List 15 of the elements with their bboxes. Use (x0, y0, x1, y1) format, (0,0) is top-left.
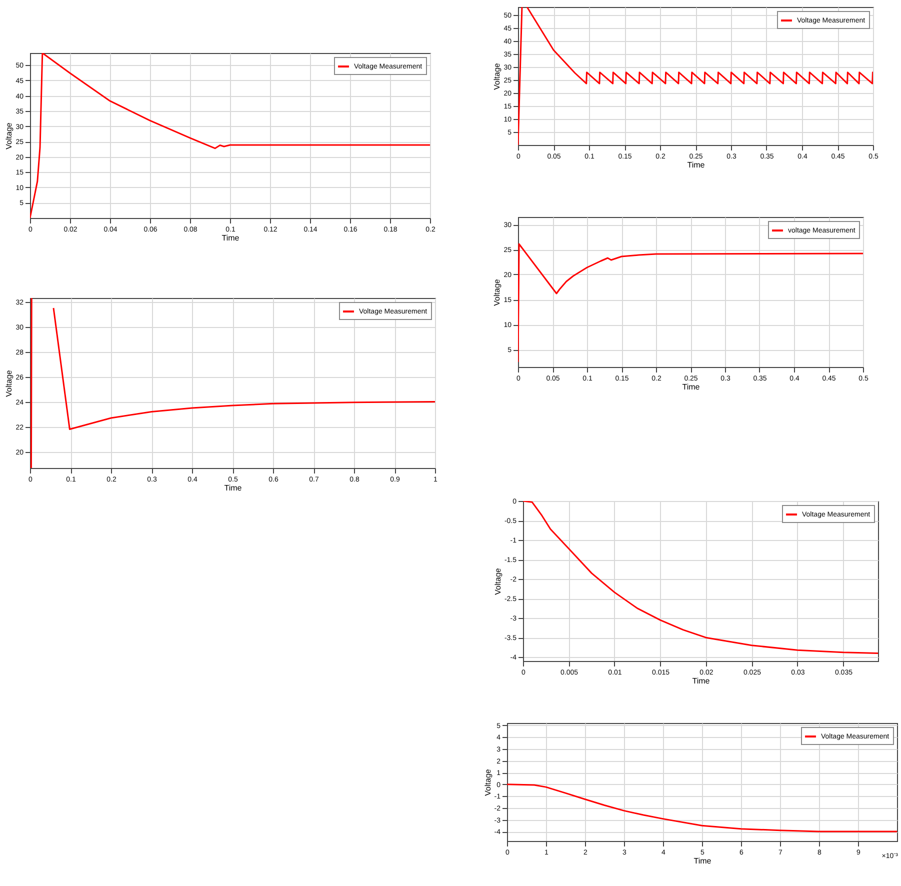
x-axis-title: Time (687, 160, 706, 170)
x-axis-title: Time (682, 382, 700, 392)
y-axis-title: Voltage (492, 62, 502, 90)
line-series (518, 243, 863, 363)
y-axis-title: Voltage (4, 370, 14, 397)
x-axis-title: Time (694, 856, 712, 866)
y-axis-title: Voltage (493, 568, 502, 595)
line-series (523, 501, 878, 654)
y-axis-title: Voltage (4, 122, 14, 150)
x-axis-title: Time (224, 484, 242, 492)
y-axis-title: Voltage (492, 278, 502, 306)
y-axis-title: Voltage (483, 768, 492, 796)
x-axis-title: Time (222, 234, 240, 242)
line-series (507, 784, 897, 832)
x-axis-title: Time (692, 676, 710, 686)
